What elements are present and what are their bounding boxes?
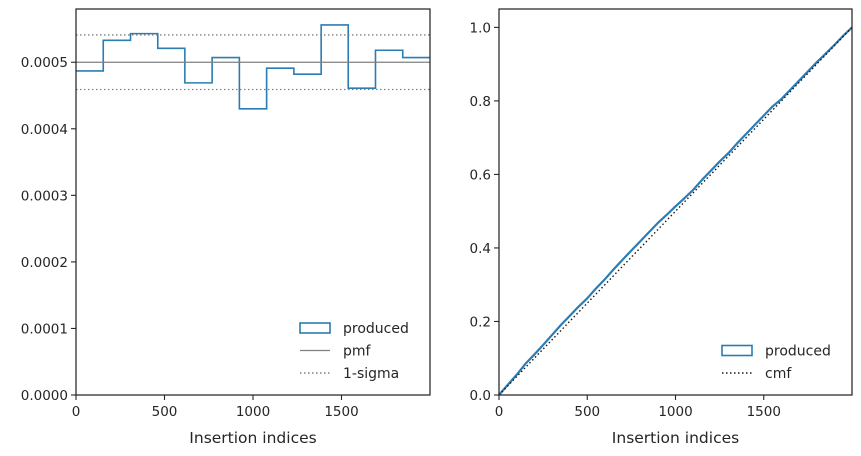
legend-label: produced	[343, 321, 409, 337]
x-tick-label: 1500	[324, 404, 358, 420]
legend-produced-swatch	[721, 344, 753, 357]
legend-label: pmf	[343, 344, 372, 360]
y-tick-label: 0.0002	[21, 255, 68, 271]
x-tick-label: 1500	[747, 404, 781, 420]
axes-frame	[75, 8, 431, 396]
y-tick-label: 0.0000	[21, 388, 68, 404]
x-tick-label: 500	[574, 404, 600, 420]
produced-step-line	[76, 24, 430, 110]
x-tick-label: 0	[495, 404, 504, 420]
y-tick-label: 0.4	[470, 241, 491, 257]
y-tick-label: 0.0004	[21, 122, 68, 138]
y-tick-label: 0.0003	[21, 188, 68, 204]
cmf-line	[499, 26, 852, 395]
axes-frame	[498, 8, 853, 396]
x-tick-label: 0	[72, 404, 81, 420]
x-axis-label: Insertion indices	[612, 429, 739, 447]
y-tick-label: 0.0005	[21, 55, 68, 71]
cmf-line-panel: 0 500 1000 1500 0.0 0.2 0.4 0.6 0.8 1.0 Insertion …	[470, 8, 853, 447]
y-tick-label: 0.0001	[21, 321, 68, 337]
y-tick-label: 0.6	[470, 167, 491, 183]
y-tick-label: 0.8	[470, 94, 491, 110]
legend-label: cmf	[765, 366, 792, 382]
y-tick-label: 1.0	[470, 20, 491, 36]
x-tick-label: 500	[152, 404, 178, 420]
y-tick-label: 0.2	[470, 314, 491, 330]
x-tick-label: 1000	[658, 404, 692, 420]
produced-cumulative-line	[499, 26, 852, 395]
plot-area	[499, 26, 852, 395]
legend-label: 1-sigma	[343, 366, 399, 382]
y-tick-label: 0.0	[470, 388, 491, 404]
legend-label: produced	[765, 344, 831, 360]
pmf-histogram-panel: 0 500 1000 1500 0.0000 0.0001 0.0002 0.0003 0.00…	[21, 8, 431, 447]
x-axis-label: Insertion indices	[189, 429, 316, 447]
plot-area	[76, 24, 430, 110]
legend-produced-swatch	[299, 322, 331, 334]
x-tick-label: 1000	[236, 404, 270, 420]
